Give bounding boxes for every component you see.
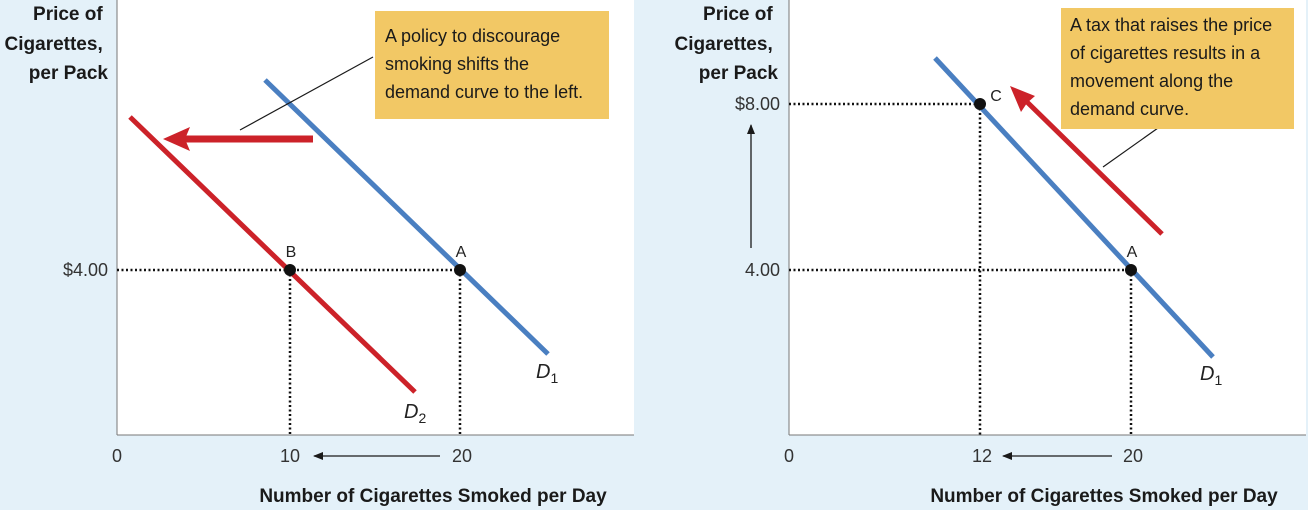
right-note-leader bbox=[1102, 127, 1159, 168]
left-d1-label: D1 bbox=[536, 361, 558, 386]
left-point-a bbox=[454, 264, 466, 276]
right-panel: Price of Cigarettes, per Pack C A D1 $8.… bbox=[675, 0, 1306, 507]
right-point-a-label: A bbox=[1127, 244, 1138, 261]
right-point-c bbox=[974, 98, 986, 110]
left-y-axis-label: Price of Cigarettes, per Pack bbox=[5, 4, 109, 84]
left-shift-arrowhead bbox=[163, 127, 190, 151]
right-y-tick-4: 4.00 bbox=[745, 260, 780, 280]
left-demand-curve-d2 bbox=[128, 115, 417, 394]
right-x-tick-0: 0 bbox=[784, 446, 794, 466]
right-movement-arrow bbox=[1023, 98, 1164, 236]
left-panel: Price of Cigarettes, per Pack A B D1 D2 … bbox=[5, 0, 634, 507]
right-point-c-label: C bbox=[990, 88, 1002, 105]
left-point-b bbox=[284, 264, 296, 276]
right-note-box bbox=[1061, 8, 1294, 129]
left-note-box bbox=[375, 11, 609, 119]
right-y-axis-label: Price of Cigarettes, per Pack bbox=[675, 4, 779, 84]
right-x-axis-label: Number of Cigarettes Smoked per Day bbox=[930, 486, 1278, 507]
left-y-tick-4: $4.00 bbox=[63, 260, 108, 280]
left-demand-curve-d1 bbox=[263, 78, 550, 356]
right-movement-arrowhead bbox=[1010, 86, 1035, 112]
right-note-text: A tax that raises the price of cigarette… bbox=[1070, 15, 1277, 119]
left-x-tick-20: 20 bbox=[452, 446, 472, 466]
left-point-a-label: A bbox=[456, 244, 467, 261]
right-x-tick-12: 12 bbox=[972, 446, 992, 466]
left-x-axis-label: Number of Cigarettes Smoked per Day bbox=[259, 486, 607, 507]
right-point-a bbox=[1125, 264, 1137, 276]
right-d1-label: D1 bbox=[1200, 363, 1222, 388]
left-d2-label: D2 bbox=[404, 401, 426, 426]
right-y-tick-8: $8.00 bbox=[735, 94, 780, 114]
left-x-tick-0: 0 bbox=[112, 446, 122, 466]
left-note-leader bbox=[239, 56, 374, 131]
right-x-tick-20: 20 bbox=[1123, 446, 1143, 466]
left-x-tick-10: 10 bbox=[280, 446, 300, 466]
left-note-text: A policy to discourage smoking shifts th… bbox=[385, 26, 583, 102]
left-point-b-label: B bbox=[286, 244, 297, 261]
